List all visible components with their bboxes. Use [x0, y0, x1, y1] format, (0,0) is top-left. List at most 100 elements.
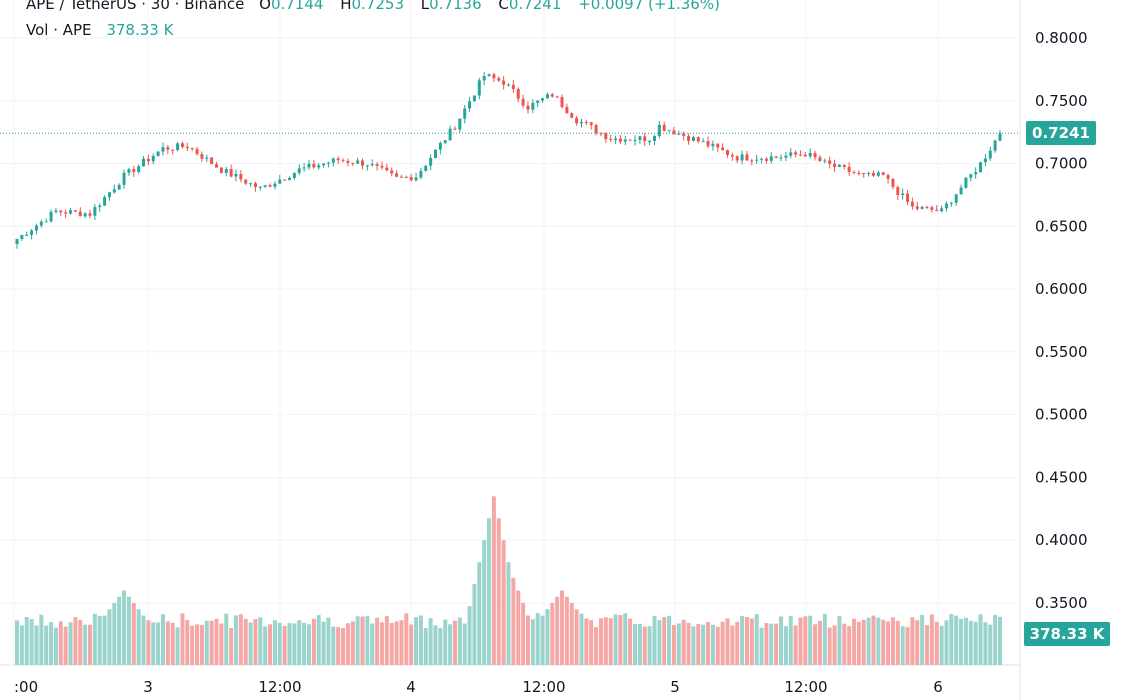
volume-bar [803, 616, 808, 665]
candle-down [502, 80, 506, 85]
time-tick-label: 3 [143, 678, 153, 696]
time-tick-label: 5 [670, 678, 680, 696]
volume-bar [384, 616, 389, 665]
volume-bar [886, 621, 891, 665]
candle-up [789, 152, 793, 156]
time-tick-label: 12:00 [522, 678, 565, 696]
candle-up [25, 234, 29, 236]
candle-up [648, 140, 652, 142]
candle-up [424, 165, 428, 171]
candle-up [541, 98, 545, 101]
candle-up [288, 177, 292, 180]
volume-bar [837, 616, 842, 665]
volume-bar [808, 615, 813, 665]
volume-bar [248, 622, 253, 665]
candle-up [633, 139, 637, 141]
volume-bar [365, 616, 370, 665]
candle-up [876, 172, 880, 176]
volume-bar [701, 624, 706, 665]
volume-bar [19, 625, 24, 665]
candle-down [862, 173, 866, 175]
volume-bar [686, 622, 691, 665]
volume-bar [78, 620, 83, 665]
volume-bar [141, 615, 146, 665]
volume-bar [779, 616, 784, 665]
volume-title[interactable]: Vol · APE [26, 21, 92, 39]
low-label: L [420, 0, 430, 13]
candle-down [385, 167, 389, 171]
candle-up [127, 169, 131, 173]
time-tick-label: 12:00 [258, 678, 301, 696]
change-value: +0.0097 (+1.36%) [578, 0, 720, 13]
volume-bar [749, 618, 754, 665]
time-axis-labels[interactable]: :00 3 12:00 4 12:00 5 12:00 6 [14, 678, 943, 696]
candle-up [448, 128, 452, 141]
candle-up [205, 157, 209, 159]
candle-down [604, 133, 608, 140]
candle-up [784, 155, 788, 158]
volume-bar [852, 618, 857, 665]
candle-down [346, 160, 350, 163]
candle-down [818, 157, 822, 162]
candle-up [472, 95, 476, 102]
volume-bar [817, 620, 822, 665]
candle-down [764, 158, 768, 161]
volume-bar [740, 616, 745, 665]
candle-up [667, 130, 671, 132]
candle-down [511, 84, 515, 90]
volume-bar [238, 614, 243, 665]
candle-down [492, 74, 496, 79]
volume-bar [676, 623, 681, 665]
candle-down [725, 150, 729, 155]
price-tick-label: 0.4000 [1035, 531, 1088, 549]
price-tick-label: 0.5500 [1035, 343, 1088, 361]
volume-bar [555, 596, 560, 665]
volume-bar [671, 625, 676, 665]
volume-bar [774, 623, 779, 665]
candle-up [331, 158, 335, 163]
volume-bar [418, 615, 423, 665]
candle-down [229, 168, 233, 177]
candle-down [594, 125, 598, 134]
volume-bar [861, 619, 866, 665]
volume-legend[interactable]: Vol · APE 378.33 K [26, 21, 173, 39]
candle-down [643, 136, 647, 142]
candle-up [837, 164, 841, 168]
price-axis-labels[interactable]: 0.8000 0.7500 0.7000 0.6500 0.6000 0.5500 0.50… [1035, 29, 1088, 612]
volume-bar [662, 617, 667, 665]
volume-bar [628, 618, 633, 665]
volume-bar [292, 623, 297, 665]
candle-down [871, 172, 875, 176]
candle-down [497, 78, 501, 81]
volume-bar [146, 620, 151, 665]
volume-bar [433, 625, 438, 665]
volume-bar [233, 615, 238, 665]
symbol-legend[interactable]: APE / TetherUS · 30 · Binance O0.7144 H0… [26, 0, 720, 13]
candle-down [570, 113, 574, 118]
candle-up [54, 210, 58, 212]
candle-down [881, 172, 885, 176]
volume-bar [87, 624, 92, 665]
candle-up [112, 189, 116, 193]
volume-bar [443, 619, 448, 665]
volume-bar [199, 624, 204, 665]
volume-bar [525, 615, 530, 665]
candle-up [297, 168, 301, 173]
candle-up [161, 147, 165, 152]
volume-bar [579, 613, 584, 665]
symbol-title[interactable]: APE / TetherUS · 30 · Binance [26, 0, 245, 13]
volume-bar [204, 620, 209, 665]
volume-bar [788, 616, 793, 665]
candle-down [146, 158, 150, 162]
candle-down [268, 185, 272, 187]
candle-up [443, 140, 447, 143]
volume-bar [438, 627, 443, 665]
candle-down [73, 210, 77, 212]
volume-bar [316, 615, 321, 665]
volume-bar [681, 619, 686, 665]
volume-bar [871, 615, 876, 665]
volume-bar [983, 622, 988, 665]
price-tick-label: 0.7500 [1035, 92, 1088, 110]
volume-bar [73, 617, 78, 665]
